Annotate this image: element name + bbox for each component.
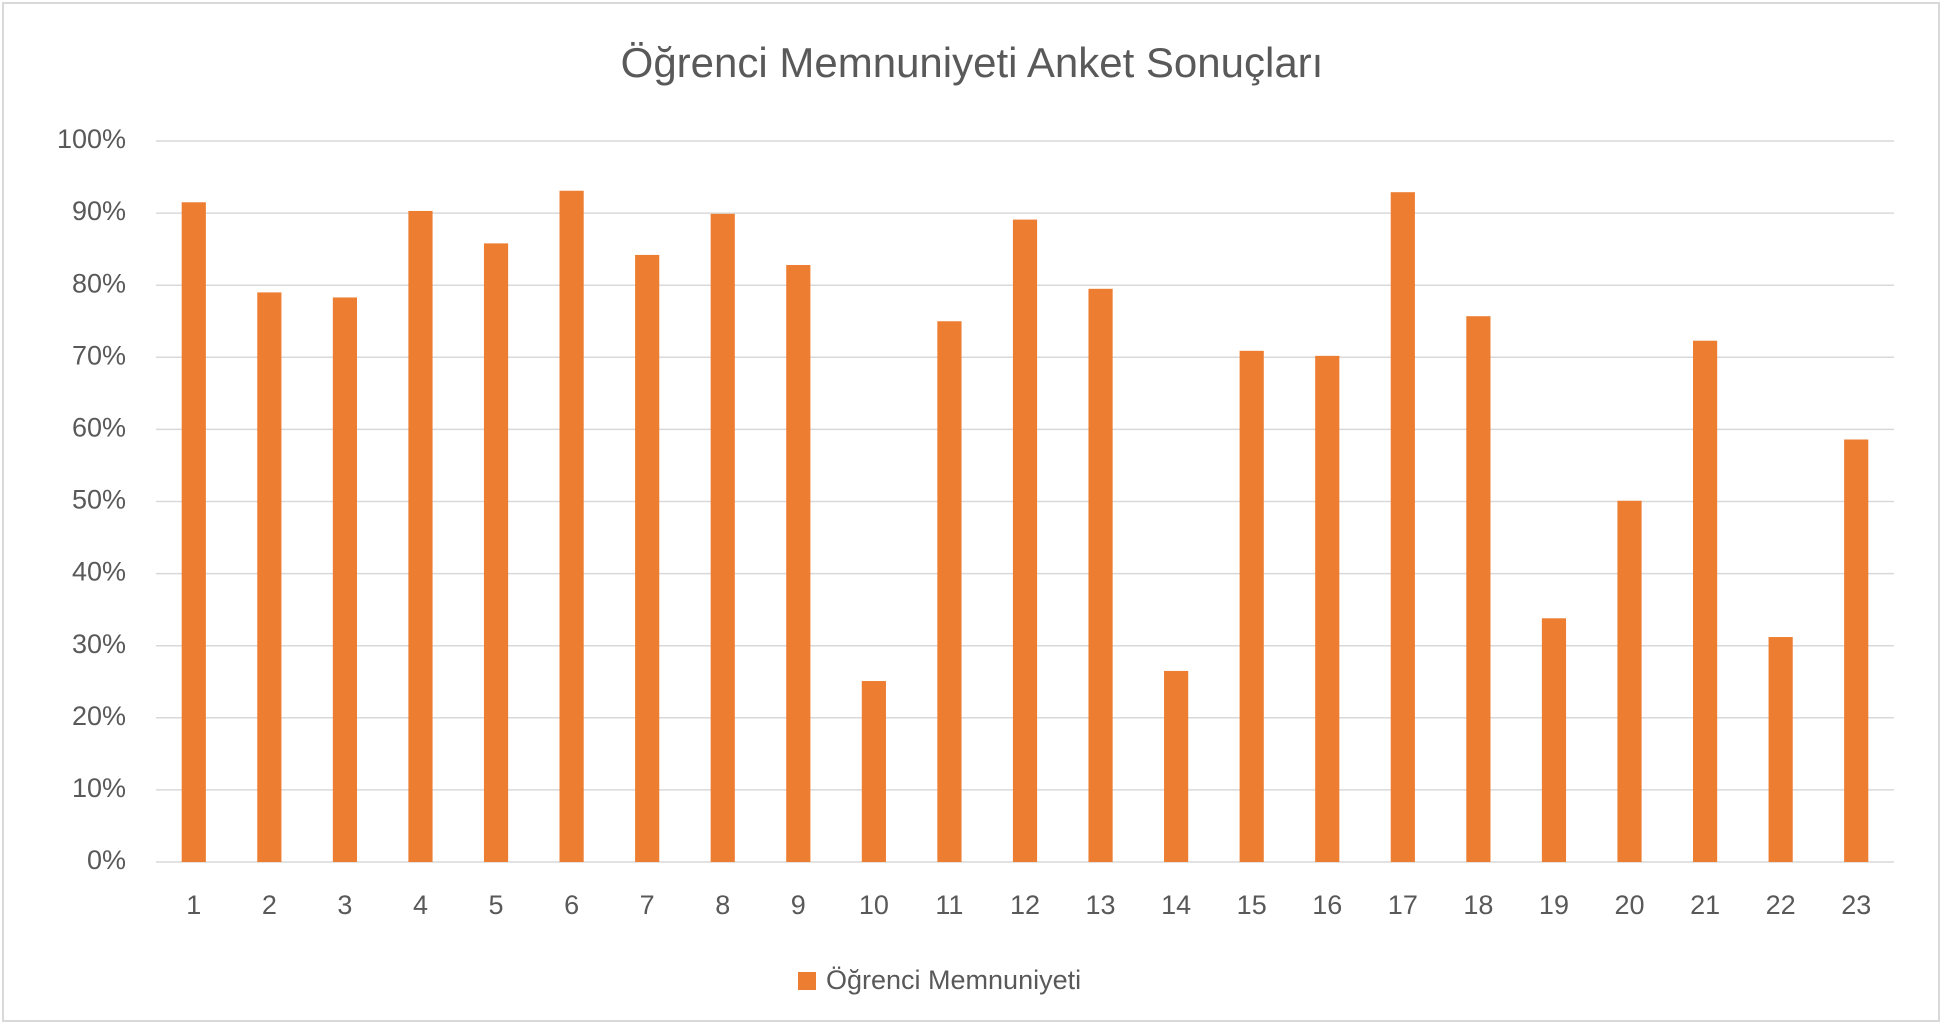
- bar: [1012, 219, 1038, 863]
- y-tick-label: 100%: [57, 124, 126, 154]
- bar: [1844, 439, 1869, 862]
- legend-label: Öğrenci Memnuniyeti: [826, 965, 1081, 995]
- bar: [635, 254, 660, 863]
- x-tick-label: 7: [640, 890, 655, 920]
- y-tick-label: 50%: [72, 485, 126, 515]
- x-tick-label: 16: [1312, 890, 1342, 920]
- x-tick-label: 18: [1463, 890, 1493, 920]
- bar: [408, 210, 433, 862]
- x-tick-label: 4: [413, 890, 428, 920]
- x-tick-label: 13: [1086, 890, 1116, 920]
- x-tick-label: 6: [564, 890, 579, 920]
- y-tick-label: 90%: [72, 196, 126, 226]
- bar: [1239, 350, 1264, 862]
- x-tick-label: 2: [262, 890, 277, 920]
- bar: [181, 202, 206, 862]
- legend-swatch: [798, 972, 816, 990]
- bar: [861, 681, 886, 862]
- bar: [937, 321, 962, 862]
- bar: [1768, 637, 1793, 862]
- bar: [786, 265, 811, 863]
- x-tick-label: 19: [1539, 890, 1569, 920]
- x-tick-label: 1: [186, 890, 201, 920]
- x-tick-label: 17: [1388, 890, 1418, 920]
- x-tick-label: 22: [1766, 890, 1796, 920]
- bar: [1164, 670, 1189, 862]
- x-tick-label: 9: [791, 890, 806, 920]
- bar: [1315, 355, 1340, 862]
- y-tick-label: 40%: [72, 557, 126, 587]
- x-tick-label: 11: [935, 890, 963, 920]
- bar: [332, 297, 358, 862]
- y-tick-label: 10%: [72, 773, 126, 803]
- x-tick-label: 12: [1010, 890, 1040, 920]
- bar: [483, 243, 509, 862]
- y-tick-label: 0%: [87, 845, 126, 875]
- bar: [257, 292, 282, 862]
- bar: [1390, 192, 1415, 863]
- y-tick-label: 30%: [72, 629, 126, 659]
- y-tick-label: 20%: [72, 701, 126, 731]
- bar: [1692, 340, 1718, 862]
- bar: [1088, 288, 1113, 862]
- chart-title: Öğrenci Memnuniyeti Anket Sonuçları: [621, 39, 1324, 86]
- x-tick-label: 15: [1237, 890, 1267, 920]
- bar: [1466, 316, 1491, 862]
- bar: [1617, 500, 1642, 862]
- x-tick-label: 23: [1841, 890, 1871, 920]
- x-tick-label: 10: [859, 890, 889, 920]
- bar: [559, 190, 584, 862]
- y-tick-label: 70%: [72, 340, 126, 370]
- bar: [1541, 618, 1567, 862]
- x-tick-label: 5: [489, 890, 504, 920]
- y-tick-label: 60%: [72, 413, 126, 443]
- x-tick-label: 3: [337, 890, 352, 920]
- x-tick-label: 14: [1161, 890, 1191, 920]
- x-tick-label: 21: [1690, 890, 1720, 920]
- bar: [710, 213, 735, 863]
- x-tick-label: 8: [715, 890, 730, 920]
- y-tick-label: 80%: [72, 268, 126, 298]
- x-tick-label: 20: [1614, 890, 1644, 920]
